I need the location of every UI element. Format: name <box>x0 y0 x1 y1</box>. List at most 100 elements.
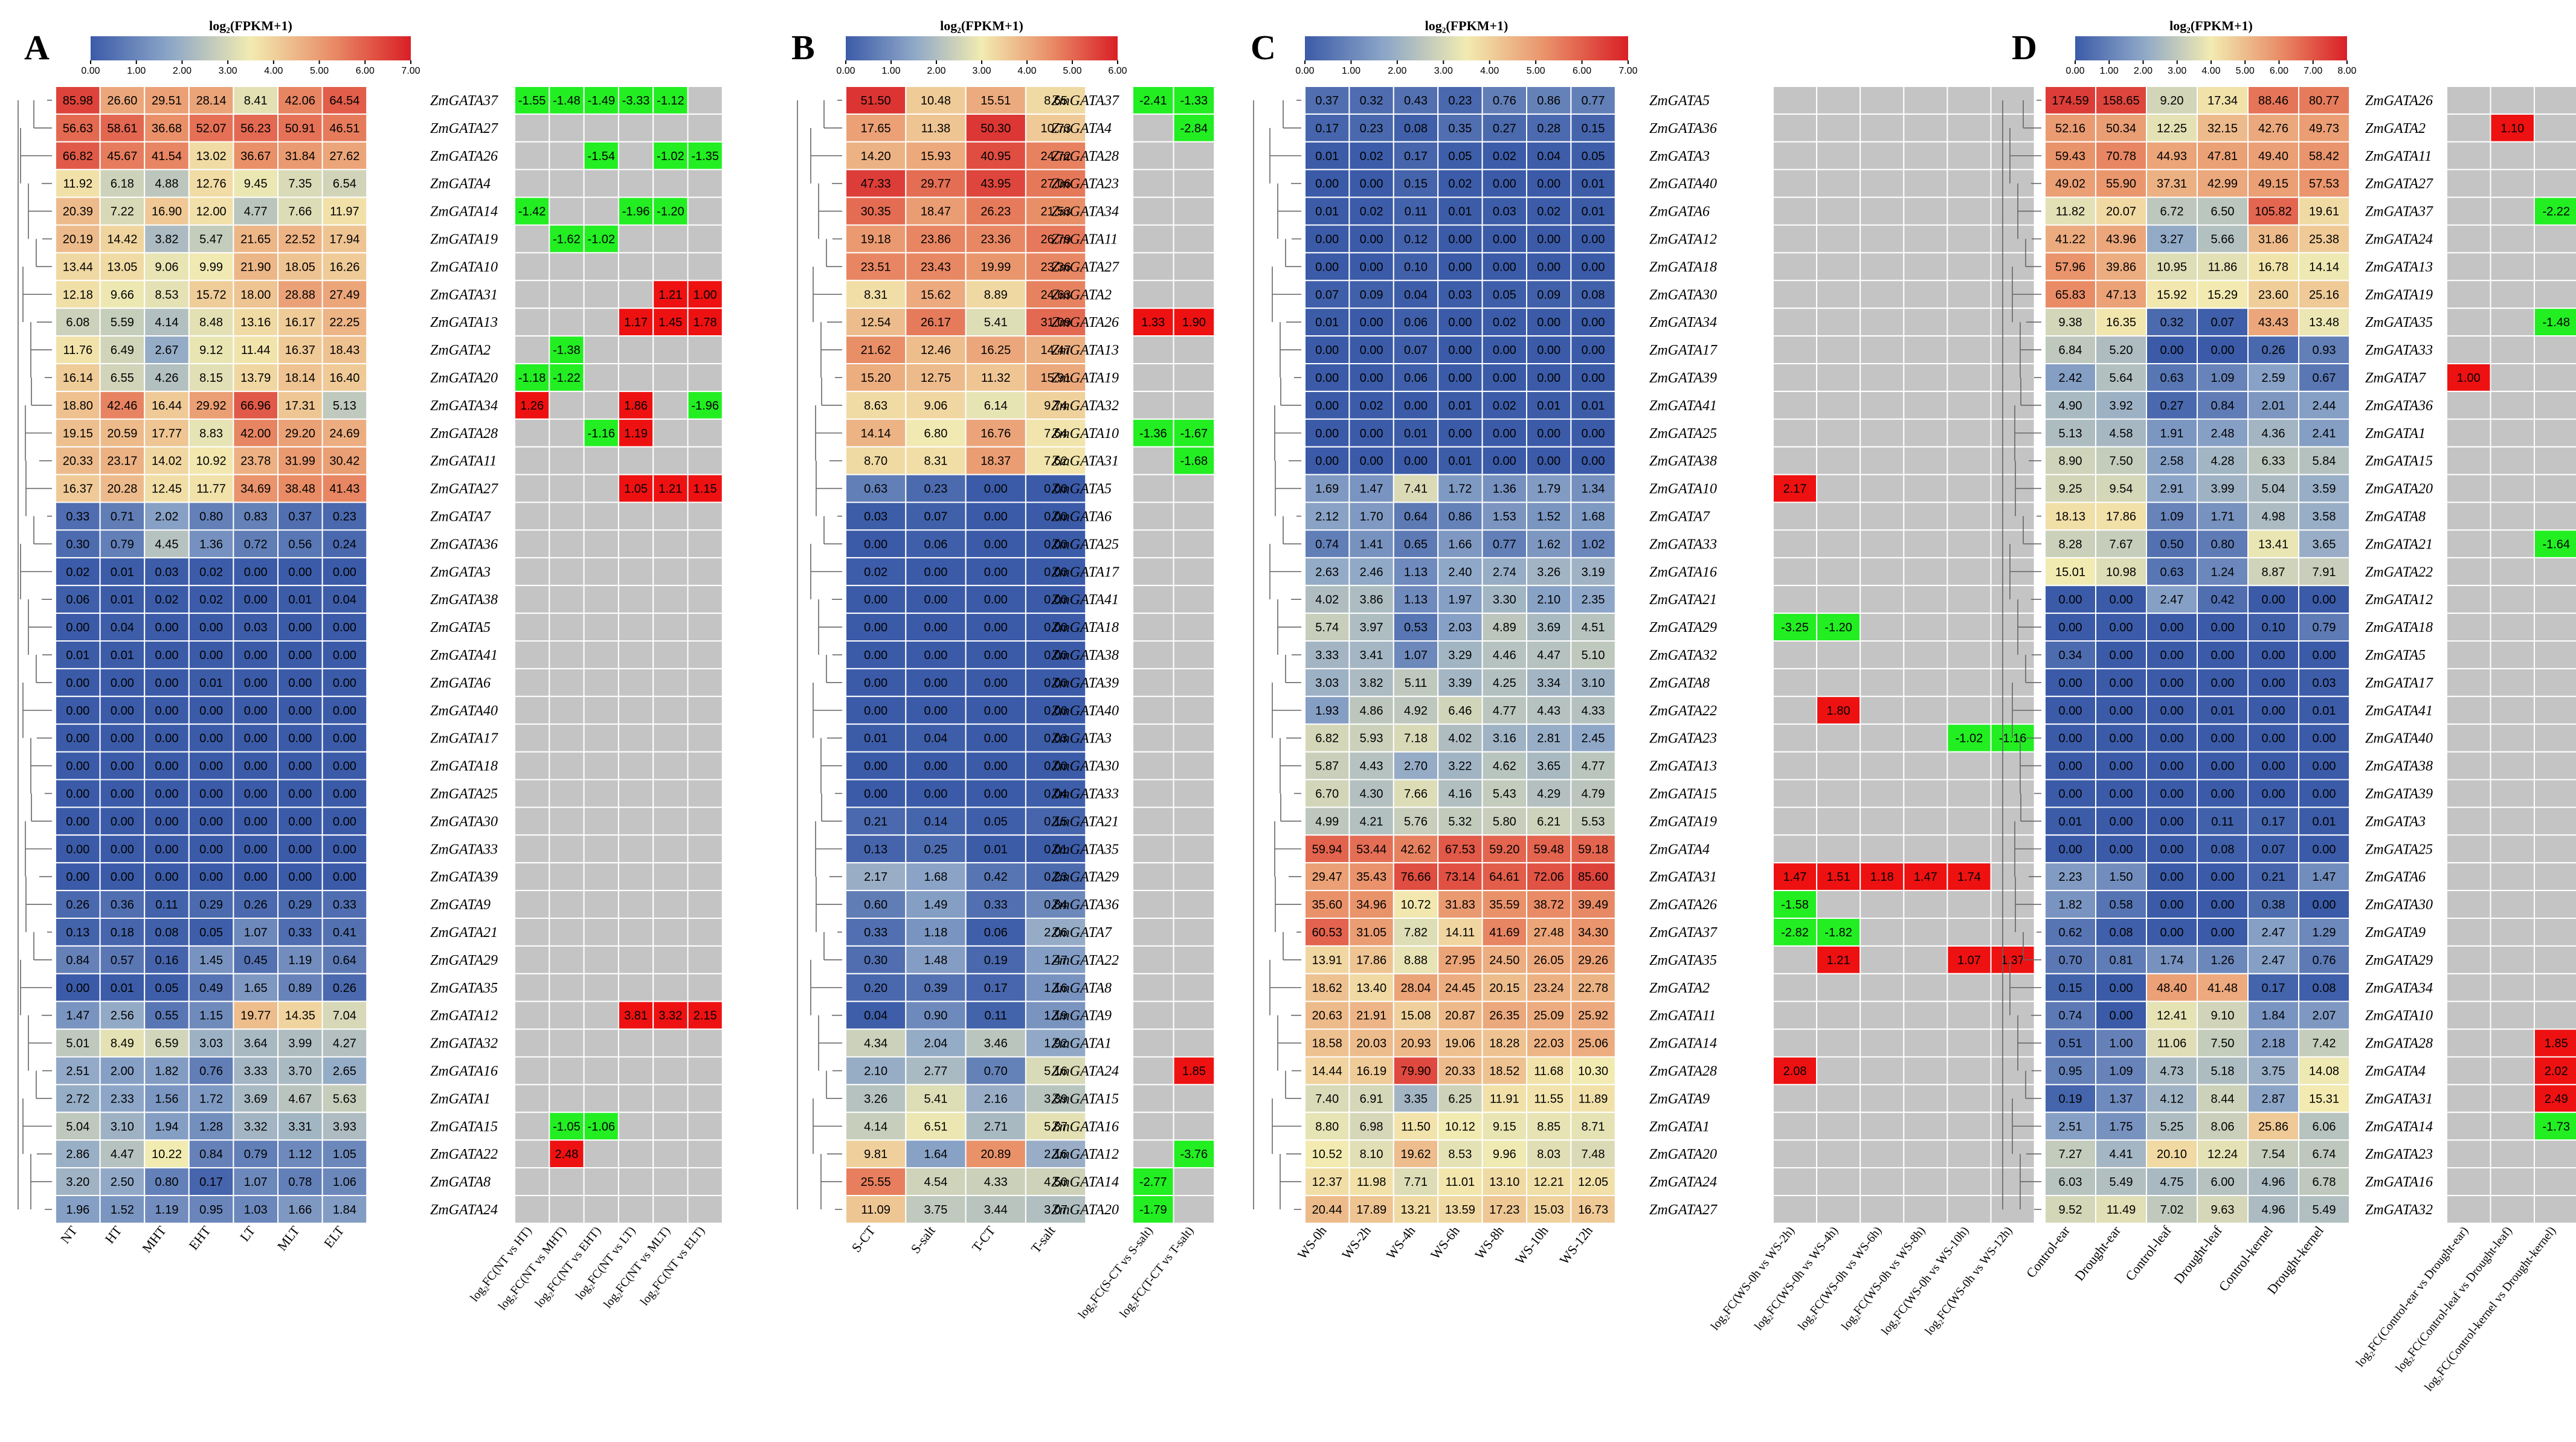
cell-value: 5.76 <box>1404 815 1428 828</box>
scale-tick-label: 4.00 <box>264 66 283 76</box>
cell-value: 2.71 <box>984 1120 1008 1133</box>
cell-value: 0.80 <box>2211 538 2235 551</box>
fc-cell <box>583 1139 619 1169</box>
gene-label: ZmGATA8 <box>2365 509 2426 524</box>
cell-value: 9.06 <box>155 260 179 274</box>
fc-cell <box>1132 224 1174 254</box>
fc-cell <box>687 501 723 531</box>
heatmap-cell <box>845 890 907 919</box>
fc-cell <box>1816 335 1861 364</box>
heatmap-cell <box>845 723 907 753</box>
cell-value: 3.07 <box>1044 1203 1067 1217</box>
fc-cell <box>1173 1084 1216 1113</box>
cell-value: 0.00 <box>1360 372 1383 385</box>
fc-cell <box>617 390 654 420</box>
cell-value: 16.90 <box>152 205 182 219</box>
cell-value: 4.43 <box>1360 760 1383 773</box>
heatmap-cell <box>1348 86 1394 115</box>
cell-value: 22.03 <box>1534 1037 1564 1051</box>
fc-cell <box>2446 1195 2491 1224</box>
heatmap-cell <box>1025 723 1087 753</box>
cell-value: 11.92 <box>63 178 93 191</box>
heatmap-cell <box>277 1028 323 1058</box>
fc-cell <box>1946 668 1992 697</box>
fc-cell <box>549 418 585 448</box>
cell-value: 1.49 <box>924 898 947 912</box>
cell-value: 0.02 <box>1360 150 1383 163</box>
heatmap-cell <box>1437 862 1483 892</box>
heatmap-cell <box>2298 779 2350 808</box>
heatmap-cell <box>144 585 190 614</box>
heatmap-cell <box>55 1167 101 1196</box>
cell-value: 0.00 <box>1044 760 1067 773</box>
fc-cell <box>652 335 689 364</box>
fc-cell <box>2490 1000 2535 1030</box>
heatmap-cell <box>1348 779 1394 808</box>
cell-value: 0.03 <box>864 510 887 523</box>
cell-value: 0.00 <box>2059 593 2082 607</box>
fc-cell <box>1990 918 2035 947</box>
cell-value: 1.15 <box>199 1009 223 1023</box>
cell-value: 21.91 <box>1356 1009 1386 1023</box>
cell-value: 0.01 <box>2313 815 2336 828</box>
heatmap-cell <box>321 723 368 753</box>
fc-cell <box>2490 834 2535 864</box>
fc-cell <box>2490 169 2535 198</box>
cell-value: 24.69 <box>329 427 359 440</box>
cell-value: 65.83 <box>2055 288 2085 301</box>
heatmap-cell <box>2197 224 2249 254</box>
gene-label: ZmGATA31 <box>430 287 498 303</box>
fc-cell <box>1860 141 1905 170</box>
cell-value: 0.04 <box>1044 787 1067 800</box>
cell-value: 0.28 <box>1537 122 1560 135</box>
cell-value: 3.20 <box>66 1176 89 1189</box>
cell-value: 0.02 <box>1537 205 1560 219</box>
fc-cell <box>1132 585 1174 614</box>
fc-cell <box>514 723 550 753</box>
fc-cell <box>1903 779 1948 808</box>
cell-value: 5.11 <box>1405 677 1427 690</box>
cell-value: 23.86 <box>921 233 951 246</box>
heatmap-cell <box>2044 695 2096 725</box>
fc-value: 1.74 <box>1957 871 1981 884</box>
heatmap-cell <box>1025 1000 1087 1030</box>
heatmap-cell <box>2298 918 2350 947</box>
cell-value: 0.79 <box>111 538 134 551</box>
heatmap-cell <box>233 529 279 559</box>
cell-value: 3.69 <box>1537 621 1560 634</box>
fc-cell <box>1946 1084 1992 1113</box>
cell-value: 16.37 <box>63 483 93 496</box>
heatmap-cell <box>2146 668 2198 697</box>
cell-value: 12.54 <box>861 316 891 329</box>
heatmap-cell <box>1570 1056 1616 1086</box>
cell-value: 0.00 <box>66 732 89 745</box>
heatmap-cell <box>277 307 323 337</box>
cell-value: 23.60 <box>2258 288 2288 301</box>
fc-cell <box>652 779 689 808</box>
cell-value: 15.51 <box>980 94 1011 108</box>
gene-label: ZmGATA26 <box>1649 897 1717 913</box>
fc-cell <box>617 529 654 559</box>
fc-cell <box>1860 113 1905 143</box>
cell-value: 0.00 <box>244 732 268 745</box>
gene-label: ZmGATA14 <box>1649 1036 1717 1052</box>
gene-label: ZmGATA16 <box>2365 1174 2433 1190</box>
fc-cell <box>687 1112 723 1141</box>
heatmap-cell <box>144 335 190 364</box>
cell-value: 0.00 <box>155 815 179 828</box>
fc-cell <box>583 1112 619 1141</box>
gene-label: ZmGATA22 <box>2365 564 2433 580</box>
cell-value: 0.07 <box>1315 288 1339 301</box>
heatmap-cell <box>1526 751 1572 781</box>
fc-cell <box>652 1084 689 1113</box>
heatmap-cell <box>144 363 190 392</box>
heatmap-cell <box>1481 86 1528 115</box>
cell-value: 26.60 <box>107 94 137 108</box>
fc-cell <box>1903 1195 1948 1224</box>
fc-cell <box>1173 446 1216 475</box>
gene-label: ZmGATA18 <box>430 759 498 774</box>
cell-value: 0.00 <box>984 593 1008 607</box>
fc-cell <box>617 280 654 309</box>
heatmap-cell <box>1481 390 1528 420</box>
fc-cell <box>1860 224 1905 254</box>
